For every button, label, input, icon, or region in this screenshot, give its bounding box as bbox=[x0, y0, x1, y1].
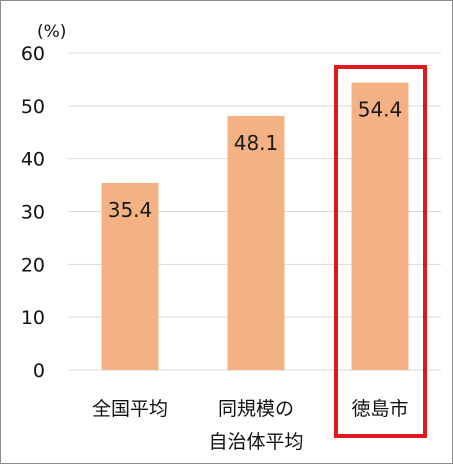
bars bbox=[101, 82, 409, 370]
bar bbox=[227, 115, 285, 370]
data-labels: 35.4 48.1 54.4 bbox=[108, 98, 403, 222]
bar bbox=[351, 82, 409, 370]
y-axis-unit-label: (%) bbox=[37, 22, 66, 42]
category-label: 同規模の bbox=[218, 398, 294, 420]
data-label: 35.4 bbox=[108, 198, 153, 222]
y-axis-ticks: 0 10 20 30 40 50 60 bbox=[21, 43, 45, 382]
y-tick-label: 10 bbox=[21, 307, 45, 329]
data-label: 48.1 bbox=[234, 131, 279, 155]
category-label: 自治体平均 bbox=[208, 431, 303, 453]
y-tick-label: 50 bbox=[21, 96, 45, 118]
category-label: 全国平均 bbox=[92, 398, 168, 420]
y-tick-label: 60 bbox=[21, 43, 45, 65]
bar bbox=[101, 182, 159, 370]
y-tick-label: 0 bbox=[33, 360, 45, 382]
y-tick-label: 30 bbox=[21, 202, 45, 224]
y-tick-label: 20 bbox=[21, 254, 45, 276]
category-label: 徳島市 bbox=[351, 398, 408, 420]
y-tick-label: 40 bbox=[21, 149, 45, 171]
data-label: 54.4 bbox=[358, 98, 403, 122]
highlight-box bbox=[334, 65, 427, 438]
